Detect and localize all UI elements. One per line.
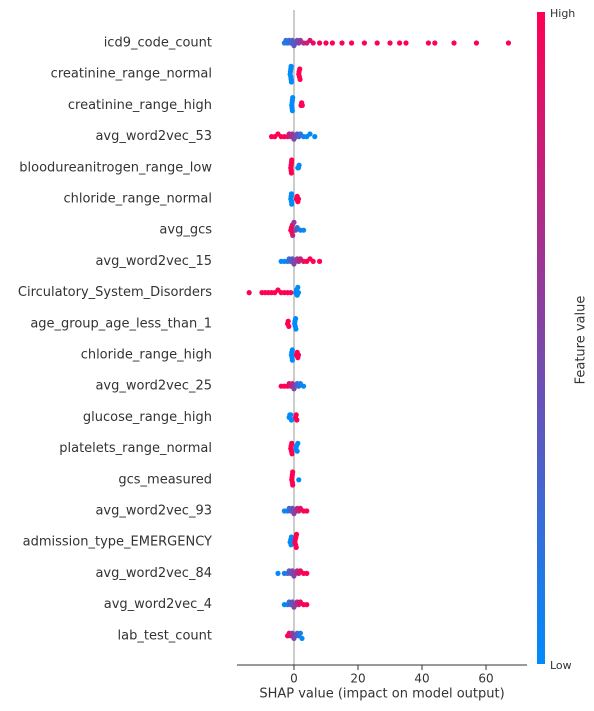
feature-label: avg_word2vec_4 xyxy=(104,597,212,612)
dot xyxy=(289,201,295,207)
dot xyxy=(295,284,301,290)
feature-label: chloride_range_high xyxy=(81,348,212,363)
colorbar-high: High xyxy=(550,7,575,20)
dot xyxy=(307,131,313,137)
dot xyxy=(348,40,355,46)
dot xyxy=(329,40,335,46)
x-tick-label: 60 xyxy=(478,672,493,686)
feature-label: avg_word2vec_93 xyxy=(95,504,212,519)
colorbar-low: Low xyxy=(550,659,572,672)
dot xyxy=(289,451,295,457)
dot xyxy=(289,157,295,163)
dot xyxy=(288,63,294,69)
dot xyxy=(288,290,294,296)
dot xyxy=(288,534,295,540)
dot xyxy=(374,40,380,46)
dot xyxy=(304,508,310,514)
dot xyxy=(295,440,301,446)
feature-label: bloodureanitrogen_range_low xyxy=(19,160,212,175)
x-tick-label: 20 xyxy=(350,672,365,686)
dot xyxy=(339,40,345,46)
dot xyxy=(288,170,295,176)
dot xyxy=(288,417,295,423)
dot xyxy=(288,191,295,197)
dot xyxy=(295,352,302,358)
dot xyxy=(293,544,299,551)
dot xyxy=(425,40,432,46)
dot xyxy=(295,290,302,296)
dot xyxy=(296,162,302,168)
dot xyxy=(290,469,296,475)
dot xyxy=(293,531,300,538)
dot xyxy=(297,66,303,72)
dot xyxy=(299,102,305,108)
dot xyxy=(290,95,296,101)
dot xyxy=(299,635,305,642)
dot xyxy=(297,630,303,636)
dot xyxy=(473,40,480,46)
feature-label: avg_word2vec_15 xyxy=(95,254,212,269)
dot xyxy=(296,477,302,483)
dot xyxy=(294,417,300,423)
dot xyxy=(432,40,438,46)
colorbar xyxy=(537,12,545,664)
colorbar-label: Feature value xyxy=(574,296,589,385)
feature-label: admission_type_EMERGENCY xyxy=(23,535,212,550)
dot xyxy=(289,357,295,363)
dot xyxy=(288,542,294,548)
dot xyxy=(387,40,393,46)
dot xyxy=(323,40,329,46)
feature-label: avg_word2vec_84 xyxy=(95,566,212,581)
dot xyxy=(293,326,299,332)
dot xyxy=(297,76,303,82)
dot xyxy=(312,134,318,140)
feature-label: avg_word2vec_53 xyxy=(95,129,212,144)
feature-label: lab_test_count xyxy=(118,628,212,643)
dot xyxy=(288,412,294,418)
feature-label: platelets_range_normal xyxy=(59,441,212,456)
dot xyxy=(300,383,307,389)
dot xyxy=(275,570,281,577)
dot xyxy=(289,347,295,353)
dot xyxy=(293,412,299,418)
feature-label: age_group_age_less_than_1 xyxy=(30,316,212,331)
dot xyxy=(316,258,323,264)
feature-label: glucose_range_high xyxy=(83,410,212,425)
x-tick-label: 40 xyxy=(414,672,429,686)
dot xyxy=(397,40,403,46)
dot xyxy=(295,196,302,202)
feature-label: Circulatory_System_Disorders xyxy=(18,285,212,300)
dot xyxy=(300,227,307,233)
dot xyxy=(310,40,316,46)
feature-label: avg_gcs xyxy=(159,223,212,238)
dot xyxy=(288,79,295,85)
x-tick-label: 0 xyxy=(290,672,298,686)
dot xyxy=(294,448,300,454)
dot xyxy=(451,40,457,46)
dot xyxy=(291,219,297,225)
feature-label: creatinine_range_normal xyxy=(51,67,212,82)
dot xyxy=(292,316,299,322)
dot xyxy=(304,570,310,577)
feature-label: creatinine_range_high xyxy=(68,98,212,113)
feature-label: gcs_measured xyxy=(118,472,212,487)
dot xyxy=(290,482,296,488)
dot xyxy=(304,602,310,608)
feature-label: icd9_code_count xyxy=(104,36,212,51)
dot xyxy=(290,232,296,238)
dot xyxy=(246,290,252,296)
dot xyxy=(286,323,292,329)
dot xyxy=(289,440,295,446)
dot xyxy=(361,40,367,46)
dot xyxy=(310,258,316,264)
x-axis-label: SHAP value (impact on model output) xyxy=(259,687,504,702)
dot xyxy=(505,40,512,46)
dot xyxy=(316,40,323,46)
feature-label: avg_word2vec_25 xyxy=(95,379,212,394)
dot xyxy=(403,40,409,46)
dot xyxy=(289,108,295,114)
feature-label: chloride_range_normal xyxy=(63,192,212,207)
dot xyxy=(285,318,291,324)
